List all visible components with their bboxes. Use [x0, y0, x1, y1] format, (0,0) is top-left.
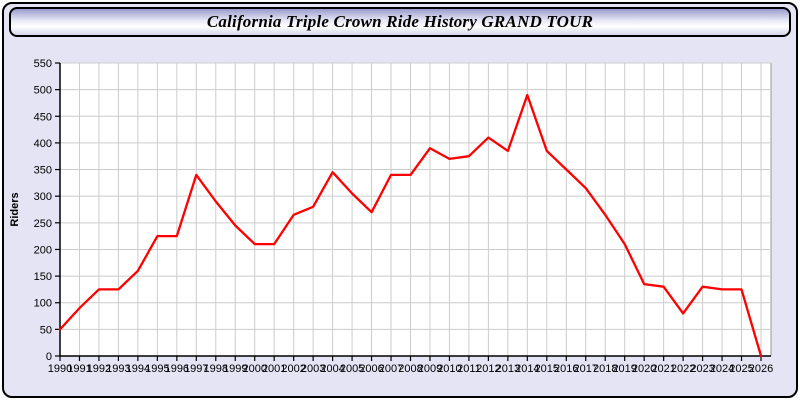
x-axis-tick-label: 2024 — [710, 363, 734, 375]
ride-history-line-chart: 0501001502002503003504004505005501990199… — [9, 58, 773, 375]
x-axis-tick-label: 2006 — [359, 363, 383, 375]
y-axis-tick-label: 350 — [34, 165, 52, 177]
y-axis-tick-label: 100 — [34, 298, 52, 310]
x-axis-tick-label: 1997 — [184, 363, 208, 375]
x-axis-tick-label: 2013 — [496, 363, 520, 375]
x-axis-tick-label: 2019 — [612, 363, 636, 375]
x-axis-tick-label: 2000 — [242, 363, 266, 375]
x-axis-tick-label: 2014 — [515, 363, 539, 375]
x-axis-tick-label: 2021 — [651, 363, 675, 375]
y-axis-tick-label: 150 — [34, 271, 52, 283]
x-axis-tick-label: 1995 — [145, 363, 169, 375]
x-axis-tick-label: 1996 — [165, 363, 189, 375]
x-axis-tick-label: 1994 — [126, 363, 150, 375]
x-axis-tick-label: 2023 — [690, 363, 714, 375]
y-axis-tick-label: 450 — [34, 111, 52, 123]
y-axis-tick-label: 200 — [34, 244, 52, 256]
x-axis-tick-label: 2008 — [398, 363, 422, 375]
x-axis-tick-label: 1991 — [67, 363, 91, 375]
x-axis-tick-label: 2004 — [320, 363, 344, 375]
x-axis-tick-label: 1992 — [87, 363, 111, 375]
x-axis-tick-label: 2012 — [476, 363, 500, 375]
y-axis-tick-label: 250 — [34, 218, 52, 230]
x-axis-tick-label: 2009 — [418, 363, 442, 375]
y-axis-tick-label: 50 — [40, 324, 52, 336]
x-axis-tick-label: 2011 — [457, 363, 481, 375]
y-axis-tick-label: 500 — [34, 85, 52, 97]
x-axis-tick-label: 2007 — [379, 363, 403, 375]
x-axis-tick-label: 2002 — [281, 363, 305, 375]
x-axis-tick-label: 2001 — [262, 363, 286, 375]
x-axis-tick-label: 1998 — [204, 363, 228, 375]
x-axis-tick-label: 2003 — [301, 363, 325, 375]
x-axis-tick-label: 2025 — [729, 363, 753, 375]
riders-series-line — [58, 93, 763, 358]
y-axis-title: Riders — [9, 192, 21, 226]
x-axis-tick-label: 2010 — [437, 363, 461, 375]
y-axis-tick-label: 0 — [46, 351, 52, 363]
x-axis-tick-label: 1999 — [223, 363, 247, 375]
y-axis-tick-label: 400 — [34, 138, 52, 150]
x-axis-tick-label: 2016 — [554, 363, 578, 375]
x-axis-tick-label: 2017 — [574, 363, 598, 375]
x-axis-tick-label: 2005 — [340, 363, 364, 375]
x-axis-tick-label: 2015 — [535, 363, 559, 375]
y-axis-tick-label: 550 — [34, 58, 52, 70]
x-axis-tick-label: 1990 — [48, 363, 72, 375]
x-axis-tick-label: 2026 — [749, 363, 773, 375]
plot-area — [60, 63, 771, 356]
x-axis-tick-label: 2020 — [632, 363, 656, 375]
y-axis-tick-label: 300 — [34, 191, 52, 203]
chart-title-bar: California Triple Crown Ride History GRA… — [9, 7, 791, 37]
chart-title: California Triple Crown Ride History GRA… — [206, 12, 594, 31]
x-axis-tick-label: 1993 — [106, 363, 130, 375]
x-axis-tick-label: 2018 — [593, 363, 617, 375]
x-axis-tick-label: 2022 — [671, 363, 695, 375]
